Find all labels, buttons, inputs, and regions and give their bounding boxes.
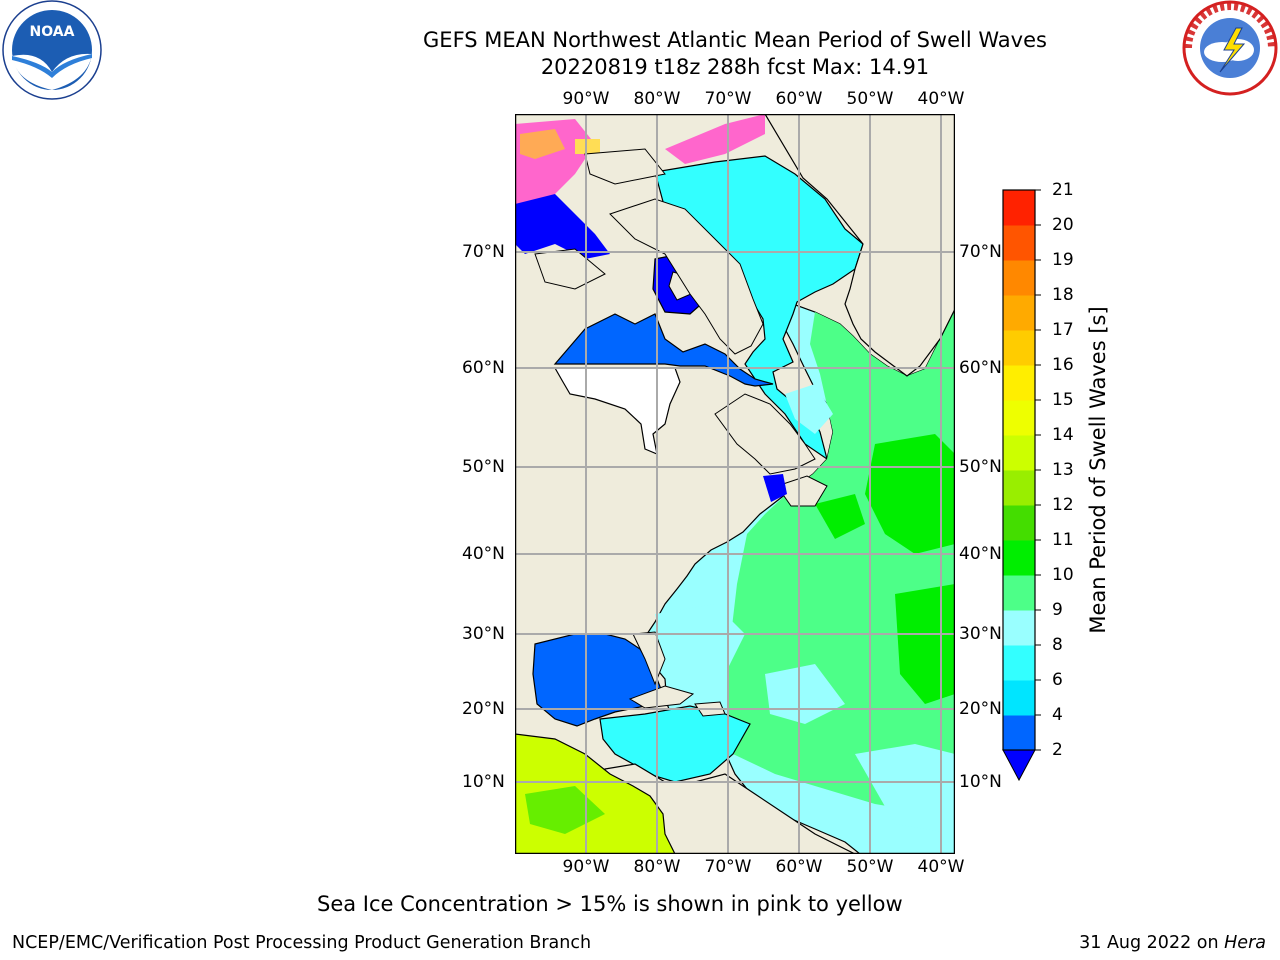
colorbar-tick-label: 10: [1052, 565, 1074, 585]
lat-label-left-70n: 70°N: [462, 242, 505, 262]
colorbar-band: [1003, 540, 1035, 576]
cuba: [628, 685, 695, 709]
lon-label-top-80w: 80°W: [633, 89, 681, 109]
newfoundland: [776, 475, 828, 507]
colorbar-band: [1003, 365, 1035, 401]
lon-label-bottom-90w: 90°W: [562, 857, 610, 877]
arctic-ice-yellow: [575, 139, 600, 154]
svg-text:NOAA: NOAA: [30, 24, 75, 40]
lat-label-left-50n: 50°N: [462, 457, 505, 477]
colorbar-tick-label: 15: [1052, 390, 1074, 410]
colorbar-tick-label: 19: [1052, 250, 1074, 270]
colorbar-title: Mean Period of Swell Waves [s]: [1086, 306, 1110, 634]
lon-label-top-60w: 60°W: [775, 89, 823, 109]
colorbar-band: [1003, 645, 1035, 681]
colorbar-tick-label: 14: [1052, 425, 1074, 445]
lon-label-top-70w: 70°W: [704, 89, 752, 109]
colorbar-tick-label: 11: [1052, 530, 1074, 550]
map-border: [514, 113, 956, 855]
colorbar-band: [1003, 435, 1035, 471]
lon-label-bottom-80w: 80°W: [633, 857, 681, 877]
lat-label-left-20n: 20°N: [462, 699, 505, 719]
lon-label-top-50w: 50°W: [846, 89, 894, 109]
colorbar-tick-label: 18: [1052, 285, 1074, 305]
cyan-patch-4: [785, 384, 833, 434]
colorbar-tick-label: 12: [1052, 495, 1074, 515]
colorbar-tick-label: 13: [1052, 460, 1074, 480]
footer-organization: NCEP/EMC/Verification Post Processing Pr…: [12, 933, 592, 953]
lat-label-right-20n: 20°N: [959, 699, 1002, 719]
footer-timestamp: 31 Aug 2022 on Hera: [1079, 932, 1266, 954]
colorbar-band: [1003, 225, 1035, 261]
lat-label-left-40n: 40°N: [462, 544, 505, 564]
caribbean-sea: [599, 705, 751, 783]
lat-label-left-10n: 10°N: [462, 772, 505, 792]
lat-label-right-60n: 60°N: [959, 358, 1002, 378]
colorbar-band: [1003, 295, 1035, 331]
lon-label-top-90w: 90°W: [562, 89, 610, 109]
colorbar-band: [1003, 260, 1035, 296]
chart-title: GEFS MEAN Northwest Atlantic Mean Period…: [423, 28, 1047, 52]
cyan-patch-1: [655, 604, 745, 674]
colorbar-tick-label: 21: [1052, 180, 1074, 200]
colorbar-band: [1003, 505, 1035, 541]
green-patch-3: [815, 494, 865, 539]
baffin-island: [609, 198, 764, 355]
chart-subtitle: 20220819 t18z 288h fcst Max: 14.91: [540, 55, 930, 79]
colorbar-tick-label: 8: [1052, 635, 1063, 655]
footer-host: Hera: [1224, 933, 1266, 953]
colorbar-tick-label: 4: [1052, 705, 1063, 725]
colorbar-tick-label: 6: [1052, 670, 1063, 690]
arctic-island-2: [534, 248, 606, 290]
lat-label-left-30n: 30°N: [462, 624, 505, 644]
lat-label-right-40n: 40°N: [959, 544, 1002, 564]
colorbar-tick-label: 9: [1052, 600, 1063, 620]
map-panel: [514, 113, 956, 855]
gulf-st-lawrence: [763, 474, 787, 502]
lon-label-bottom-50w: 50°W: [846, 857, 894, 877]
colorbar-band: [1003, 190, 1035, 226]
lon-label-top-40w: 40°W: [917, 89, 965, 109]
greenland: [764, 114, 955, 377]
graticule: [515, 114, 955, 854]
lat-label-right-50n: 50°N: [959, 457, 1002, 477]
sea-ice-caption: Sea Ice Concentration > 15% is shown in …: [317, 892, 903, 916]
lon-label-bottom-70w: 70°W: [704, 857, 752, 877]
colorbar-band: [1003, 400, 1035, 436]
south-america: [604, 763, 856, 854]
map-canvas: [514, 113, 956, 855]
colorbar-tick-label: 16: [1052, 355, 1074, 375]
green-patch-1: [865, 434, 955, 554]
arctic-ice-orange: [520, 129, 565, 159]
colorbar-band: [1003, 470, 1035, 506]
labrador-coast: [714, 393, 816, 475]
noaa-logo: NOAA: [0, 0, 104, 104]
colorbar-tick-label: 2: [1052, 740, 1063, 760]
colorbar-band: [1003, 680, 1035, 716]
arctic-ice-east: [665, 114, 765, 164]
colorbar-tick-label: 17: [1052, 320, 1074, 340]
colorbar-band: [1003, 715, 1035, 751]
lat-label-right-30n: 30°N: [959, 624, 1002, 644]
colorbar-tick-label: 20: [1052, 215, 1074, 235]
colorbar-band: [1003, 330, 1035, 366]
lon-label-bottom-60w: 60°W: [775, 857, 823, 877]
colorbar: [1002, 189, 1041, 782]
colorbar-band: [1003, 610, 1035, 646]
lat-label-right-10n: 10°N: [959, 772, 1002, 792]
footer-date: 31 Aug 2022 on: [1079, 933, 1225, 953]
lon-label-bottom-40w: 40°W: [917, 857, 965, 877]
nws-logo: [1180, 0, 1280, 100]
colorbar-band: [1003, 575, 1035, 611]
lat-label-right-70n: 70°N: [959, 242, 1002, 262]
arctic-island-1: [584, 148, 666, 185]
cyan-patch-3: [855, 744, 955, 834]
lat-label-left-60n: 60°N: [462, 358, 505, 378]
